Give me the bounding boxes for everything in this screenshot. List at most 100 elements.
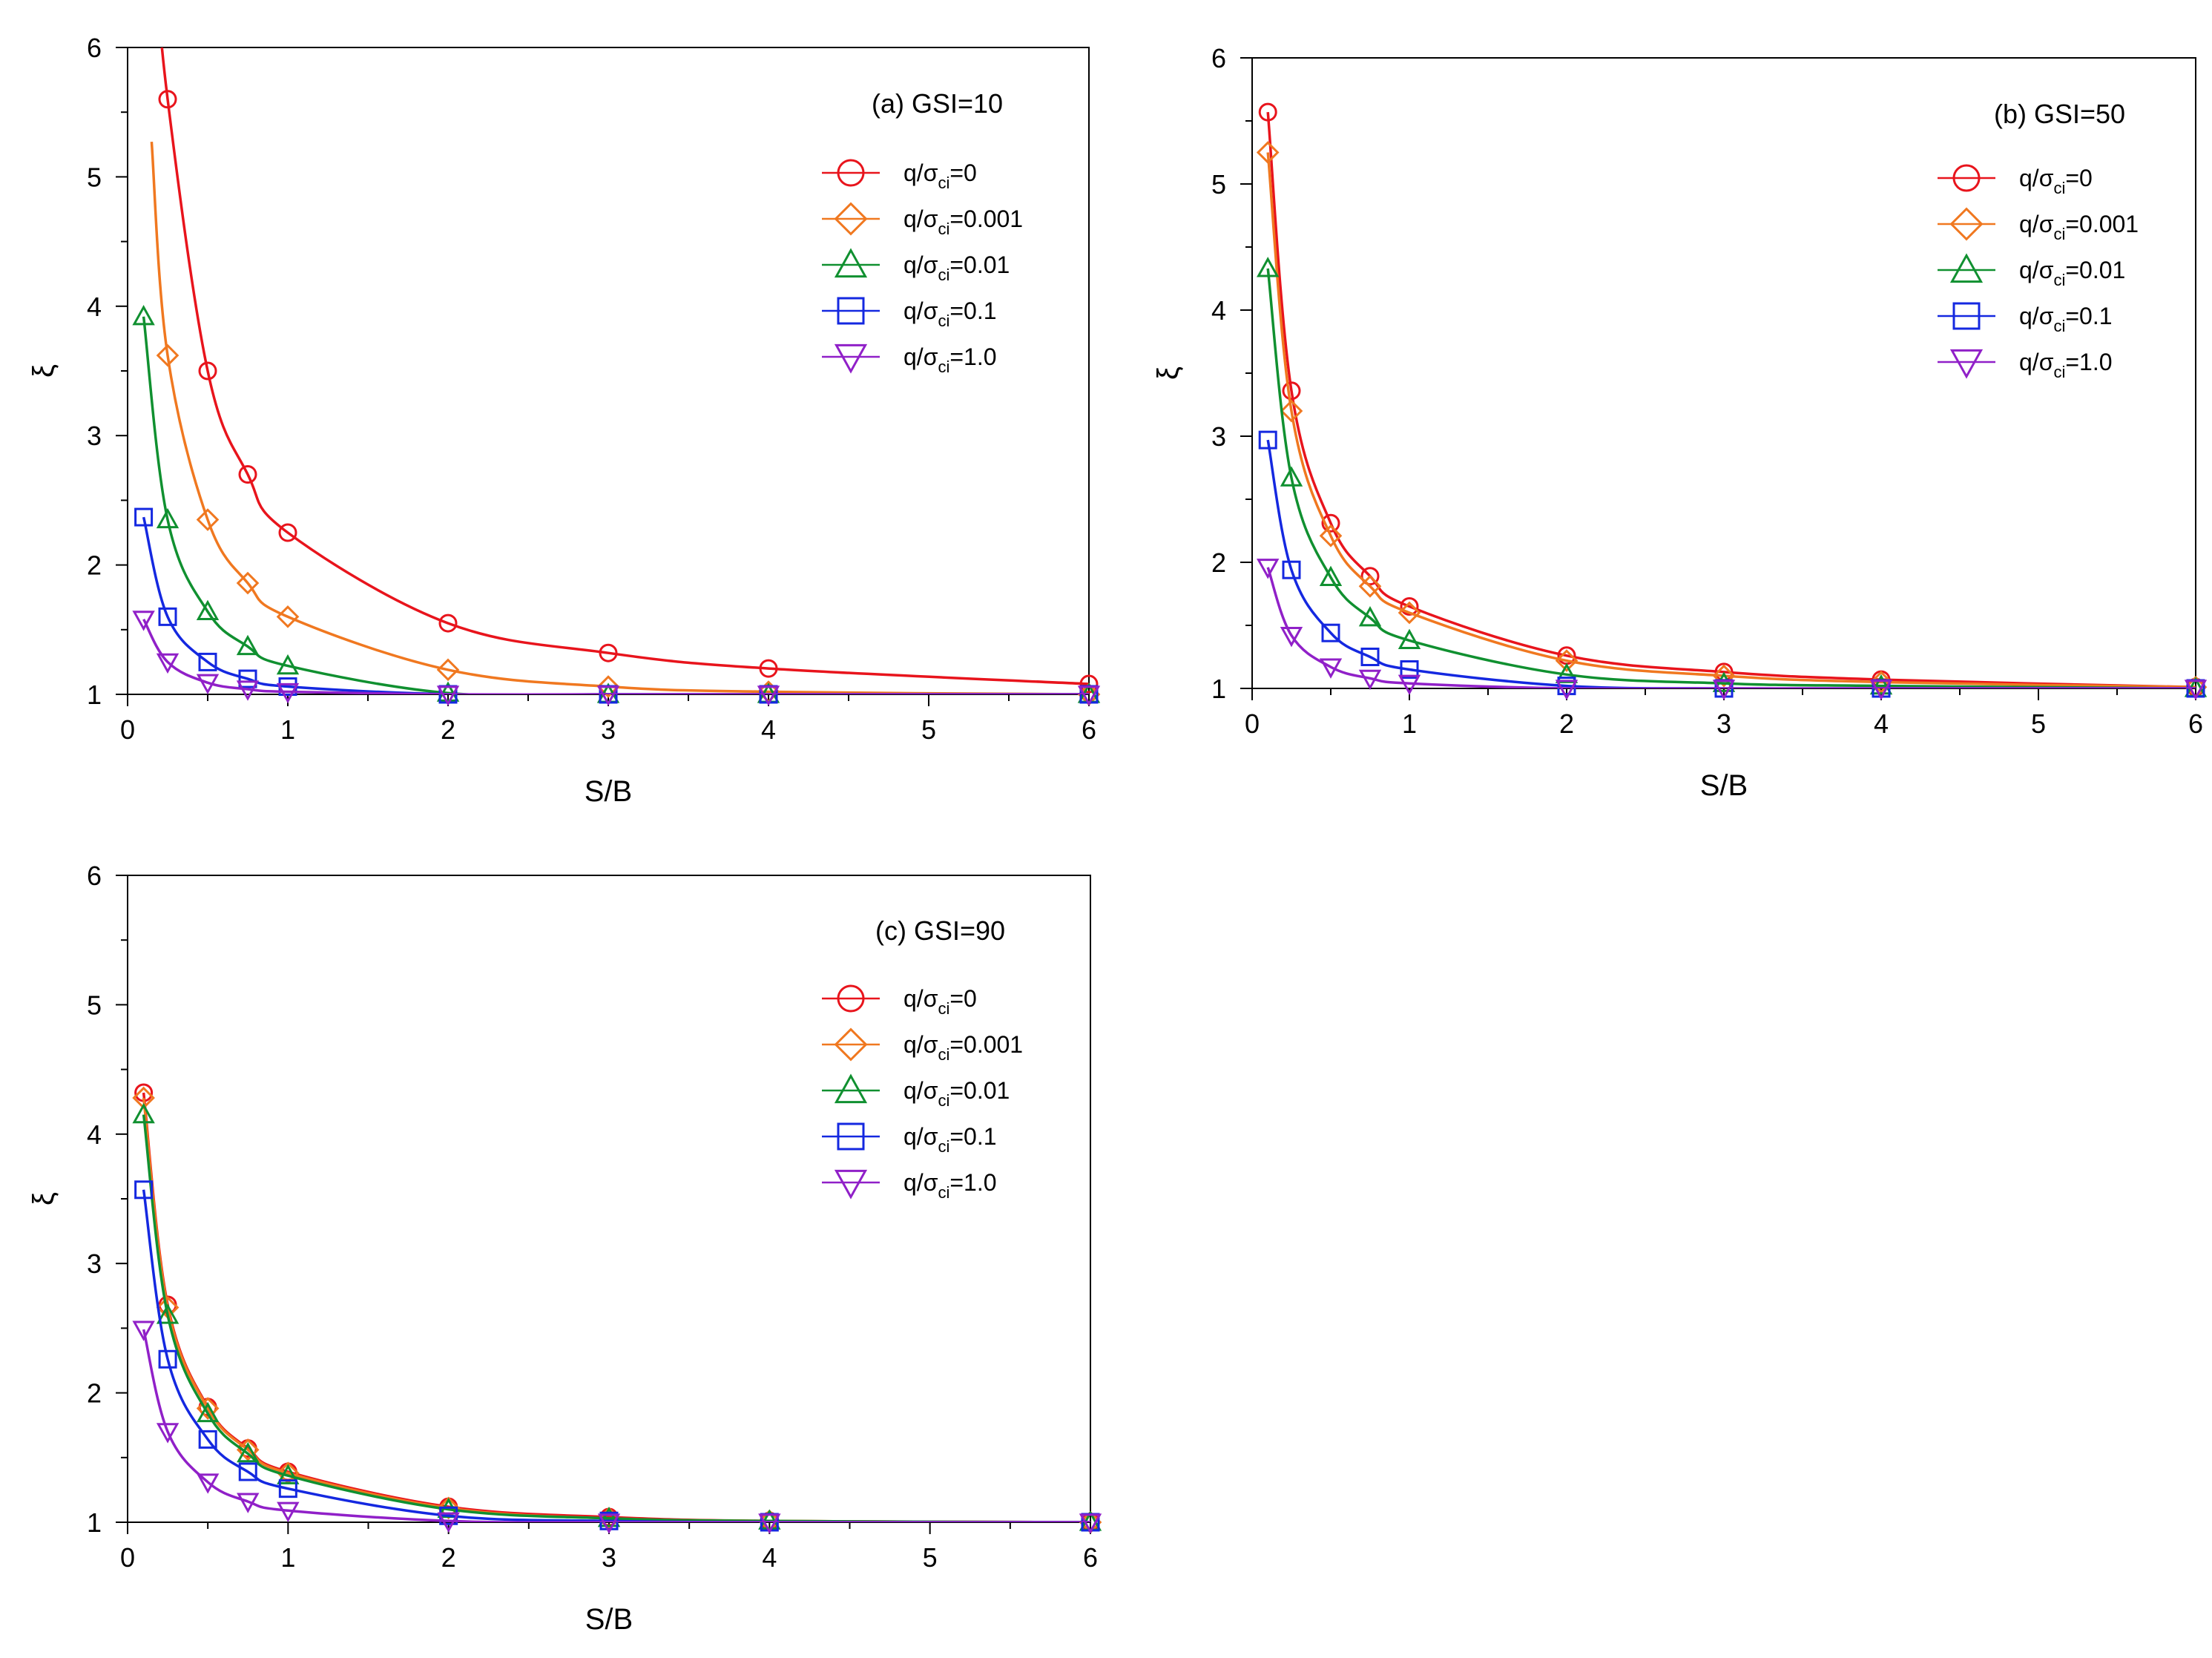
chart-2-title: (c) GSI=90 xyxy=(875,915,1005,946)
chart-0-data-point xyxy=(236,571,260,595)
chart-2-series-4 xyxy=(132,1320,1102,1534)
chart-2-series-line-4 xyxy=(142,1329,1090,1522)
chart-2-y-tick-label: 4 xyxy=(87,1119,102,1150)
chart-1-data-point xyxy=(1555,649,1579,672)
chart-0-legend-label: q/σci=0.001 xyxy=(903,205,1023,238)
chart-1-legend-label: q/σci=1.0 xyxy=(2019,349,2113,381)
chart-0-x-tick-label: 6 xyxy=(1082,714,1096,745)
chart-2-x-tick-label: 5 xyxy=(923,1542,938,1573)
chart-1-x-tick-label: 4 xyxy=(1874,708,1889,739)
chart-1-data-point xyxy=(1319,565,1343,587)
chart-0-data-point xyxy=(436,658,460,682)
chart-0-data-point xyxy=(236,680,260,701)
chart-1-data-point xyxy=(1712,664,1736,688)
chart-0-data-point xyxy=(278,523,297,542)
chart-2-data-point xyxy=(198,1430,217,1449)
chart-0-data-point xyxy=(156,343,180,367)
chart-0-data-point xyxy=(198,652,217,671)
chart-2-data-point xyxy=(277,1501,300,1523)
chart-1-data-point xyxy=(1360,648,1380,666)
chart-1-x-axis-title: S/B xyxy=(1700,769,1748,802)
chart-0-data-point xyxy=(599,643,618,662)
chart-0-legend-label: q/σci=0.1 xyxy=(903,297,997,330)
chart-2-data-point xyxy=(437,1512,460,1533)
chart-1-legend-label: q/σci=0.01 xyxy=(2019,257,2125,289)
chart-0-data-point xyxy=(156,653,180,674)
chart-1-data-point xyxy=(1869,674,1893,695)
chart-0-data-point xyxy=(134,507,154,527)
chart-0-x-tick-label: 4 xyxy=(761,714,776,745)
chart-1-data-point xyxy=(1321,513,1340,533)
chart-2-y-tick-label: 3 xyxy=(87,1249,102,1279)
chart-2-x-tick-label: 4 xyxy=(762,1542,777,1573)
chart-0-data-point xyxy=(276,682,300,704)
chart-1-x-tick-label: 3 xyxy=(1716,708,1731,739)
chart-0-series-4 xyxy=(132,611,1101,706)
chart-2-series-line-0 xyxy=(142,1092,1090,1522)
chart-2-data-point xyxy=(132,1086,155,1110)
chart-1-data-point xyxy=(1282,381,1301,401)
chart-1-data-point xyxy=(1555,662,1579,683)
chart-2-data-point xyxy=(236,1438,260,1461)
chart-0-data-point xyxy=(1079,674,1099,694)
chart-2-data-point xyxy=(132,1320,155,1341)
chart-0-data-point xyxy=(436,685,460,706)
chart-1-y-tick-label: 2 xyxy=(1211,547,1226,578)
chart-1-data-point xyxy=(2184,680,2208,700)
chart-0-series-0 xyxy=(158,47,1099,694)
chart-2-series-line-1 xyxy=(142,1097,1090,1522)
chart-2-series-1 xyxy=(132,1086,1102,1534)
chart-1-legend-marker xyxy=(1949,253,1984,283)
chart-1-data-point xyxy=(1358,574,1382,598)
chart-2-y-tick-label: 1 xyxy=(87,1507,102,1538)
chart-1-series-line-0 xyxy=(1266,111,2196,688)
chart-2-x-tick-label: 6 xyxy=(1083,1542,1098,1573)
chart-2-data-point xyxy=(278,1479,297,1499)
chart-2-data-point xyxy=(758,1513,781,1534)
chart-0-legend-label: q/σci=0.01 xyxy=(903,251,1010,284)
chart-0-y-tick-label: 1 xyxy=(87,680,102,710)
chart-0-legend-marker xyxy=(834,343,868,374)
chart-2-y-axis-title: ξ xyxy=(27,1192,60,1205)
chart-2-legend-marker xyxy=(834,1169,868,1200)
chart-0-y-axis-title: ξ xyxy=(27,364,60,378)
chart-1-data-point xyxy=(1358,669,1382,691)
chart-0-series-line-1 xyxy=(150,141,1089,694)
chart-2-series-line-3 xyxy=(142,1189,1090,1522)
chart-2-legend-marker xyxy=(834,1073,868,1104)
chart-1-data-point xyxy=(1280,626,1303,648)
chart-1-y-tick-label: 4 xyxy=(1211,295,1226,326)
chart-0-y-tick-label: 4 xyxy=(87,292,102,322)
chart-0-data-point xyxy=(759,659,778,678)
chart-2-series-3 xyxy=(134,1180,1100,1532)
chart-2-legend-label: q/σci=0.001 xyxy=(903,1031,1023,1064)
chart-2-data-point xyxy=(156,1303,180,1324)
chart-0-x-tick-label: 5 xyxy=(921,714,936,745)
chart-0-data-point xyxy=(238,465,257,484)
chart-2-x-tick-label: 2 xyxy=(441,1542,456,1573)
chart-1-y-tick-label: 3 xyxy=(1211,421,1226,452)
chart-0-data-point xyxy=(198,361,217,381)
chart-1-data-point xyxy=(1358,606,1382,627)
chart-1-data-point xyxy=(1257,257,1280,277)
chart-2-y-tick-label: 6 xyxy=(87,861,102,891)
chart-1-data-point xyxy=(1257,559,1280,579)
chart-1-y-axis-title: ξ xyxy=(1152,366,1185,380)
chart-0-data-point xyxy=(438,613,458,633)
chart-1-data-point xyxy=(1319,658,1343,679)
chart-0-legend-label: q/σci=0 xyxy=(903,159,977,192)
chart-1-data-point xyxy=(1280,399,1303,423)
chart-1-data-point xyxy=(1400,597,1419,616)
chart-1-x-tick-label: 5 xyxy=(2031,708,2046,739)
chart-0-legend-marker xyxy=(834,248,868,278)
chart-2-legend-marker xyxy=(837,1122,865,1151)
chart-1-data-point xyxy=(1555,680,1579,700)
chart-1-legend-label: q/σci=0 xyxy=(2019,165,2093,197)
chart-1-series-line-2 xyxy=(1266,268,2196,688)
chart-1-data-point xyxy=(1869,671,1893,694)
chart-1-data-point xyxy=(1258,430,1277,450)
chart-1-x-tick-label: 6 xyxy=(2188,708,2203,739)
chart-1-data-point xyxy=(1712,680,1736,700)
chart-1-data-point xyxy=(1557,677,1576,696)
